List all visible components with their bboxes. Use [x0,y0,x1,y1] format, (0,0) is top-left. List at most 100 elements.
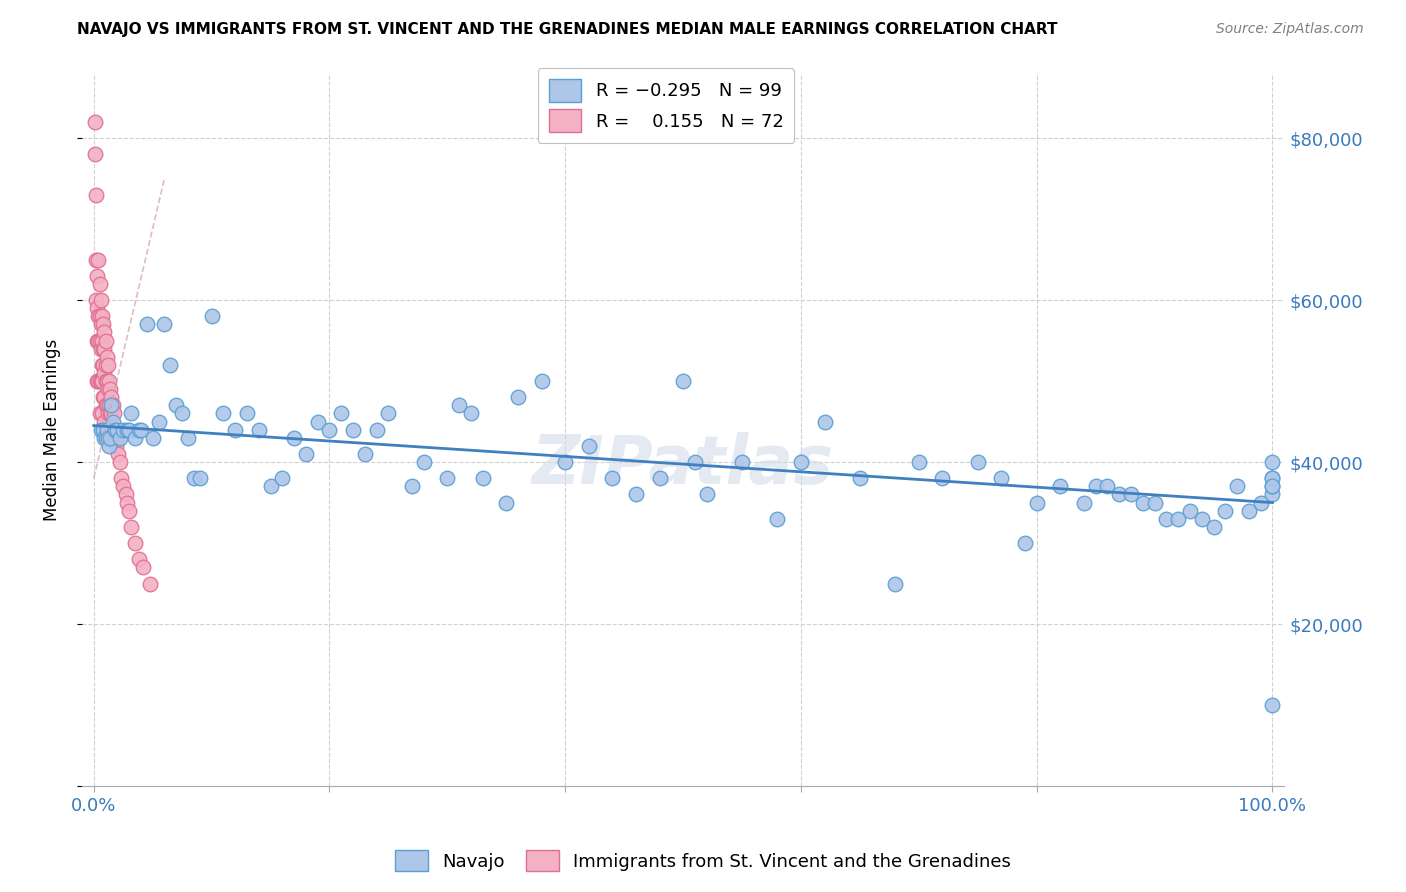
Immigrants from St. Vincent and the Grenadines [101,398,124,412]
Navajo [112,423,135,437]
Navajo [212,407,235,421]
Navajo [307,415,329,429]
Navajo [1250,495,1272,509]
Navajo [506,390,529,404]
Immigrants from St. Vincent and the Grenadines [89,310,111,324]
Navajo [966,455,988,469]
Immigrants from St. Vincent and the Grenadines [87,310,110,324]
Navajo [295,447,318,461]
Immigrants from St. Vincent and the Grenadines [112,479,135,493]
Immigrants from St. Vincent and the Grenadines [91,318,114,332]
Immigrants from St. Vincent and the Grenadines [90,318,112,332]
Immigrants from St. Vincent and the Grenadines [128,552,150,566]
Navajo [172,407,194,421]
Navajo [1178,504,1201,518]
Immigrants from St. Vincent and the Grenadines [89,374,111,388]
Navajo [98,439,121,453]
Navajo [159,358,181,372]
Navajo [1226,479,1249,493]
Navajo [142,431,165,445]
Navajo [247,423,270,437]
Navajo [135,318,157,332]
Immigrants from St. Vincent and the Grenadines [87,334,110,348]
Immigrants from St. Vincent and the Grenadines [87,374,110,388]
Immigrants from St. Vincent and the Grenadines [100,390,122,404]
Navajo [183,471,205,485]
Navajo [148,415,170,429]
Immigrants from St. Vincent and the Grenadines [108,455,131,469]
Immigrants from St. Vincent and the Grenadines [110,471,132,485]
Navajo [696,487,718,501]
Navajo [91,423,114,437]
Navajo [97,431,120,445]
Immigrants from St. Vincent and the Grenadines [132,560,155,574]
Navajo [1261,471,1284,485]
Immigrants from St. Vincent and the Grenadines [100,407,122,421]
Navajo [1261,698,1284,713]
Immigrants from St. Vincent and the Grenadines [84,252,107,267]
Navajo [460,407,482,421]
Immigrants from St. Vincent and the Grenadines [124,536,146,550]
Immigrants from St. Vincent and the Grenadines [91,407,114,421]
Navajo [766,512,789,526]
Immigrants from St. Vincent and the Grenadines [115,495,138,509]
Navajo [578,439,600,453]
Immigrants from St. Vincent and the Grenadines [93,390,115,404]
Navajo [790,455,813,469]
Navajo [648,471,671,485]
Navajo [1261,479,1284,493]
Immigrants from St. Vincent and the Grenadines [89,334,111,348]
Navajo [120,407,142,421]
Navajo [104,423,127,437]
Immigrants from St. Vincent and the Grenadines [96,398,118,412]
Text: Source: ZipAtlas.com: Source: ZipAtlas.com [1216,22,1364,37]
Navajo [401,479,423,493]
Navajo [849,471,872,485]
Navajo [471,471,494,485]
Navajo [259,479,281,493]
Navajo [731,455,754,469]
Immigrants from St. Vincent and the Grenadines [91,358,114,372]
Immigrants from St. Vincent and the Grenadines [103,431,125,445]
Navajo [283,431,305,445]
Navajo [1215,504,1237,518]
Immigrants from St. Vincent and the Grenadines [97,407,120,421]
Immigrants from St. Vincent and the Grenadines [91,342,114,356]
Navajo [1097,479,1119,493]
Immigrants from St. Vincent and the Grenadines [91,390,114,404]
Navajo [884,576,907,591]
Immigrants from St. Vincent and the Grenadines [91,310,114,324]
Navajo [201,310,224,324]
Navajo [436,471,458,485]
Navajo [224,423,246,437]
Navajo [128,423,150,437]
Navajo [1119,487,1142,501]
Text: NAVAJO VS IMMIGRANTS FROM ST. VINCENT AND THE GRENADINES MEDIAN MALE EARNINGS CO: NAVAJO VS IMMIGRANTS FROM ST. VINCENT AN… [77,22,1057,37]
Y-axis label: Median Male Earnings: Median Male Earnings [44,339,60,521]
Navajo [366,423,388,437]
Navajo [318,423,340,437]
Immigrants from St. Vincent and the Grenadines [93,415,115,429]
Navajo [1202,520,1225,534]
Navajo [330,407,353,421]
Navajo [931,471,953,485]
Navajo [108,431,131,445]
Text: ZIPatlas: ZIPatlas [531,433,834,499]
Navajo [1084,479,1107,493]
Immigrants from St. Vincent and the Grenadines [98,374,121,388]
Navajo [1191,512,1213,526]
Immigrants from St. Vincent and the Grenadines [96,350,118,364]
Navajo [1014,536,1036,550]
Navajo [188,471,211,485]
Navajo [124,431,146,445]
Immigrants from St. Vincent and the Grenadines [96,374,118,388]
Navajo [624,487,647,501]
Immigrants from St. Vincent and the Grenadines [105,439,128,453]
Navajo [813,415,835,429]
Immigrants from St. Vincent and the Grenadines [86,334,108,348]
Legend: Navajo, Immigrants from St. Vincent and the Grenadines: Navajo, Immigrants from St. Vincent and … [388,843,1018,879]
Immigrants from St. Vincent and the Grenadines [93,342,115,356]
Immigrants from St. Vincent and the Grenadines [98,398,121,412]
Immigrants from St. Vincent and the Grenadines [86,268,108,283]
Immigrants from St. Vincent and the Grenadines [86,301,108,315]
